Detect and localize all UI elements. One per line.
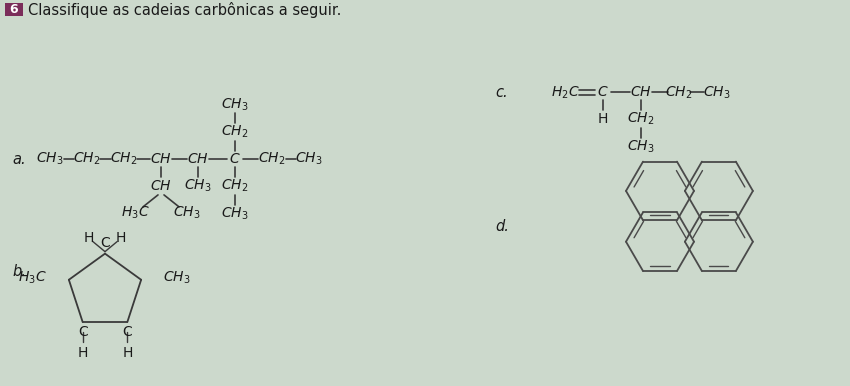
Text: $CH_2$: $CH_2$ [666, 84, 693, 101]
Text: $CH_2$: $CH_2$ [221, 124, 249, 141]
Text: H: H [116, 231, 126, 245]
Text: $H_3C$: $H_3C$ [121, 205, 150, 221]
Text: $CH_2$: $CH_2$ [110, 151, 138, 167]
Text: Classifique as cadeias carbônicas a seguir.: Classifique as cadeias carbônicas a segu… [28, 2, 342, 18]
Text: $CH$: $CH$ [150, 179, 172, 193]
Text: $CH_3$: $CH_3$ [221, 96, 249, 113]
Text: $CH_2$: $CH_2$ [221, 178, 249, 194]
Text: C: C [100, 236, 110, 250]
Text: 6: 6 [9, 3, 19, 16]
Text: $CH_2$: $CH_2$ [73, 151, 100, 167]
Text: H: H [77, 346, 88, 360]
Text: C: C [122, 325, 133, 339]
Text: $CH_2$: $CH_2$ [627, 111, 654, 127]
Text: a.: a. [12, 152, 26, 167]
Text: $CH_3$: $CH_3$ [184, 178, 212, 194]
Text: b.: b. [12, 264, 26, 279]
Text: H: H [122, 346, 133, 360]
Text: $C$: $C$ [598, 85, 609, 100]
Text: $CH_3$: $CH_3$ [221, 206, 249, 222]
Text: $C$: $C$ [230, 152, 241, 166]
Text: $CH_3$: $CH_3$ [627, 139, 654, 155]
Text: H: H [598, 112, 609, 126]
FancyBboxPatch shape [5, 3, 23, 16]
Text: $CH$: $CH$ [150, 152, 172, 166]
Text: $CH_3$: $CH_3$ [703, 84, 731, 101]
Text: $CH_3$: $CH_3$ [173, 205, 201, 221]
Text: d.: d. [495, 219, 509, 234]
Text: $CH$: $CH$ [630, 85, 652, 100]
Text: $CH_3$: $CH_3$ [163, 269, 190, 286]
Text: $CH_3$: $CH_3$ [37, 151, 64, 167]
Text: $H_2C$: $H_2C$ [551, 84, 580, 101]
Text: H: H [84, 231, 94, 245]
Text: $CH$: $CH$ [187, 152, 209, 166]
Text: $CH_3$: $CH_3$ [295, 151, 323, 167]
Text: $H_3C$: $H_3C$ [18, 269, 47, 286]
Text: $CH_2$: $CH_2$ [258, 151, 286, 167]
Text: c.: c. [495, 85, 507, 100]
Text: C: C [78, 325, 88, 339]
